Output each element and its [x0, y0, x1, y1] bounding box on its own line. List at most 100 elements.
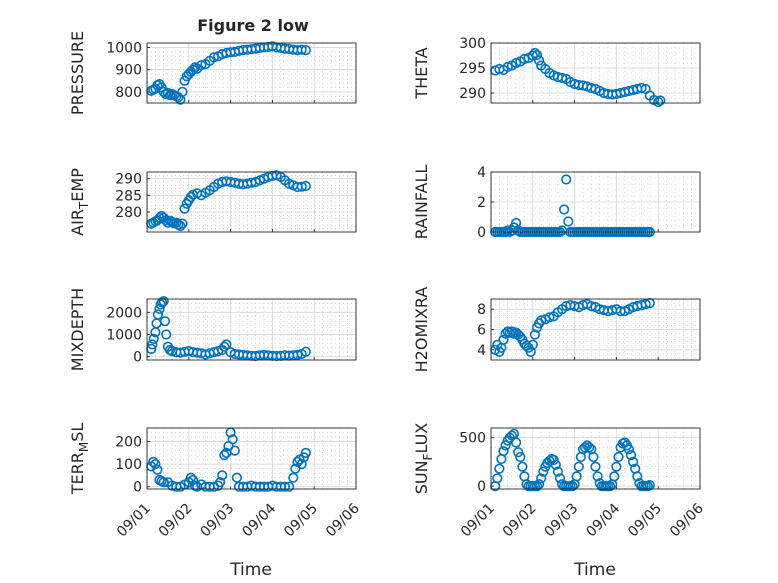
data-point	[552, 466, 564, 477]
data-point	[150, 459, 161, 470]
x-tick-label: 09/06	[667, 500, 707, 540]
data-point	[219, 341, 230, 352]
y-tick-label: 4	[477, 165, 486, 181]
data-point	[529, 329, 541, 340]
data-point	[494, 463, 505, 474]
axes-frame	[146, 42, 357, 104]
data-point	[179, 203, 190, 214]
data-point	[300, 346, 311, 357]
data-point	[527, 339, 538, 350]
subplot-pressure: 800 900 1000 PRESSURE	[68, 31, 357, 115]
y-tick-label: 285	[115, 188, 142, 204]
y-tick-label: 8	[477, 302, 486, 318]
y-axis-label: MIXDEPTH	[68, 288, 87, 371]
x-tick-label: 09/02	[500, 501, 540, 541]
data-point	[567, 481, 578, 492]
y-tick-label: 0	[477, 479, 486, 495]
data-point	[554, 473, 566, 484]
y-axis-label: AIRTEMP	[68, 168, 91, 236]
data-point	[609, 471, 620, 482]
y-tick-label: 280	[115, 205, 142, 221]
data-point	[640, 299, 651, 310]
y-axis-label: THETA	[412, 47, 431, 99]
data-point	[613, 451, 624, 463]
data-point	[196, 60, 207, 71]
data-point	[148, 333, 159, 345]
y-tick-label: 6	[477, 323, 486, 339]
data-point	[156, 297, 168, 308]
y-tick-label: 4	[477, 343, 486, 359]
x-tick-label: 09/02	[156, 501, 196, 541]
data-point	[498, 334, 509, 345]
data-point	[175, 220, 186, 232]
data-point	[527, 50, 538, 61]
y-tick-label: 290	[459, 86, 486, 102]
data-point	[604, 481, 616, 492]
y-tick-label: 800	[115, 85, 142, 101]
data-point	[300, 44, 311, 56]
data-point	[185, 472, 196, 483]
x-axis-label-right: Time	[573, 560, 616, 580]
data-point	[623, 444, 635, 455]
data-point	[492, 473, 503, 484]
subplot-rainfall: 0 2 4 RAINFALL	[412, 165, 701, 241]
data-point	[158, 477, 169, 488]
x-tick-label: 09/04	[239, 500, 279, 540]
data-point	[152, 309, 163, 320]
data-point	[627, 456, 639, 468]
x-tick-label: 09/05	[281, 501, 321, 541]
data-point	[584, 442, 595, 453]
y-tick-label: 2000	[106, 305, 142, 321]
data-point	[550, 459, 561, 470]
subplot-terr_msl: 0 100 200 09/01 09/02 09/03 09/04 09/05 09/06 TER…	[68, 423, 363, 541]
y-axis-label: RAINFALL	[412, 165, 431, 240]
subplot-sun_flux: 0 500 09/01 09/02 09/03 09/04 09/05 09/06 SUNFLU…	[412, 423, 707, 541]
y-tick-label: 0	[133, 350, 142, 366]
y-tick-label: 0	[133, 480, 142, 496]
data-point	[300, 180, 311, 192]
subplot-mixdepth: 0 1000 2000 MIXDEPTH	[68, 288, 357, 371]
axes-frame	[146, 298, 357, 361]
y-axis-label: SUNFLUX	[412, 423, 435, 495]
data-point	[148, 456, 159, 468]
data-point	[590, 461, 601, 472]
data-point	[215, 477, 226, 488]
data-point	[152, 464, 163, 475]
y-tick-label: 100	[115, 457, 142, 473]
figure-title: Figure 2 low	[197, 16, 309, 35]
axes-frame	[490, 42, 701, 104]
data-point	[217, 470, 228, 481]
data-point	[510, 437, 522, 448]
data-point	[162, 87, 173, 99]
data-point	[632, 471, 643, 482]
y-axis-label: PRESSURE	[68, 31, 87, 115]
subplot-theta: 290 295 300 THETA	[412, 36, 701, 108]
data-point	[515, 451, 526, 463]
data-point	[592, 471, 603, 482]
data-point	[177, 218, 188, 229]
data-point	[517, 461, 528, 472]
data-point	[500, 440, 511, 451]
data-point	[531, 481, 543, 492]
data-point	[529, 47, 541, 59]
data-point	[586, 301, 597, 312]
axes-frame	[490, 298, 701, 361]
data-point	[571, 471, 582, 482]
x-tick-label: 09/01	[114, 501, 154, 541]
data-point	[154, 303, 165, 315]
x-tick-label: 09/06	[323, 500, 363, 540]
y-tick-label: 290	[115, 172, 142, 188]
data-point	[513, 447, 524, 458]
data-point	[159, 316, 171, 327]
data-point	[611, 461, 622, 472]
data-point	[154, 212, 165, 224]
data-point	[296, 459, 307, 470]
data-point	[544, 312, 555, 323]
data-point	[284, 481, 295, 492]
y-tick-label: 0	[477, 225, 486, 241]
data-point	[531, 49, 543, 61]
data-point	[158, 296, 169, 307]
x-tick-label: 09/03	[542, 501, 582, 541]
